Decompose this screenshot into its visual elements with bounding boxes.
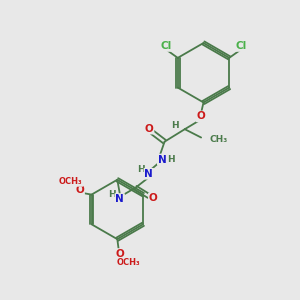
Text: OCH₃: OCH₃ [59,177,82,186]
Text: H: H [167,155,174,164]
Text: O: O [116,249,125,259]
Text: N: N [144,169,153,179]
Text: Cl: Cl [236,41,247,51]
Text: N: N [115,194,124,204]
Text: CH₃: CH₃ [209,134,228,143]
Text: O: O [145,124,154,134]
Text: H: H [137,165,144,174]
Text: H: H [108,190,116,199]
Text: N: N [158,154,167,164]
Text: Cl: Cl [160,41,172,51]
Text: O: O [149,194,158,203]
Text: H: H [172,121,179,130]
Text: OCH₃: OCH₃ [116,258,140,267]
Text: O: O [197,111,206,122]
Text: O: O [75,184,84,194]
